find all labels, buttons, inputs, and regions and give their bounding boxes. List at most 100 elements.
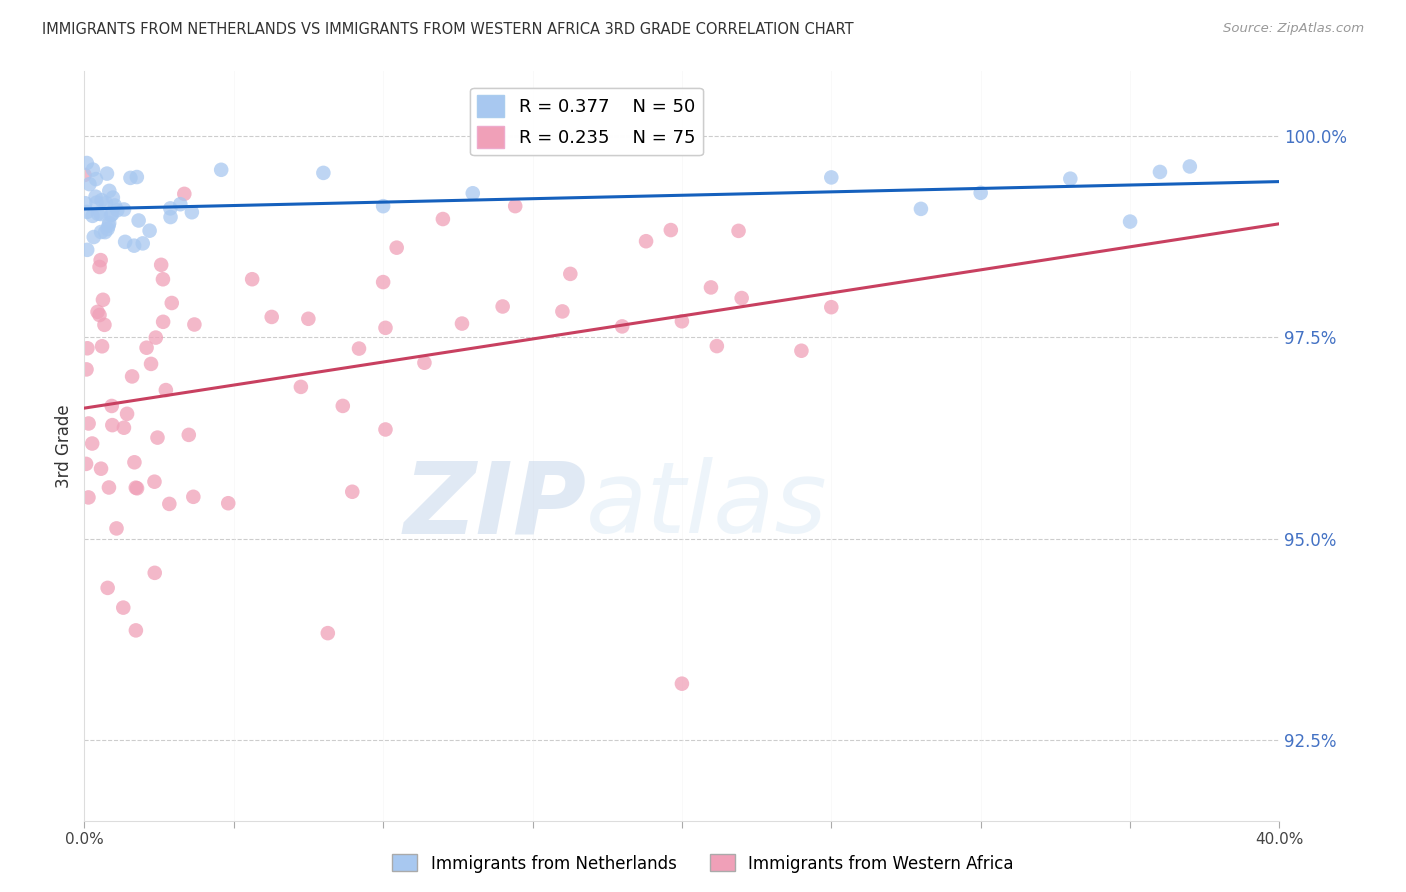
Point [183,318,205,332]
Point [145,330,167,344]
Point [727,224,749,238]
Point [159,202,181,216]
Point [970,186,993,200]
Point [143,475,166,489]
Point [432,212,454,227]
Point [910,202,932,216]
Point [76,243,98,257]
Point [169,197,191,211]
Point [75,196,97,211]
Point [75,457,97,471]
Point [82,436,104,450]
Point [125,481,148,495]
Point [124,455,146,469]
Point [731,291,754,305]
Point [150,258,173,272]
Point [125,624,148,638]
Point [1149,165,1171,179]
Point [180,205,202,219]
Text: IMMIGRANTS FROM NETHERLANDS VS IMMIGRANTS FROM WESTERN AFRICA 3RD GRADE CORRELAT: IMMIGRANTS FROM NETHERLANDS VS IMMIGRANT… [42,22,853,37]
Point [105,521,128,535]
Point [152,315,174,329]
Point [98,184,121,198]
Point [139,357,162,371]
Point [790,343,813,358]
Point [97,219,120,233]
Point [122,238,145,252]
Point [1119,214,1142,228]
Text: Source: ZipAtlas.com: Source: ZipAtlas.com [1223,22,1364,36]
Point [96,167,118,181]
Legend: R = 0.377    N = 50, R = 0.235    N = 75: R = 0.377 N = 50, R = 0.235 N = 75 [470,88,703,155]
Point [94,196,117,211]
Point [374,422,396,436]
Point [1059,171,1081,186]
Point [104,198,127,212]
Point [105,203,128,218]
Point [101,191,124,205]
Text: ZIP: ZIP [404,458,586,555]
Point [316,626,339,640]
Point [77,491,100,505]
Point [90,207,112,221]
Point [90,461,112,475]
Point [82,209,104,223]
Point [612,319,634,334]
Point [173,186,195,201]
Point [146,431,169,445]
Point [160,296,183,310]
Point [209,162,232,177]
Point [90,253,112,268]
Point [157,497,180,511]
Point [413,356,436,370]
Point [451,317,474,331]
Point [84,172,107,186]
Point [217,496,239,510]
Point [101,418,124,433]
Legend: Immigrants from Netherlands, Immigrants from Western Africa: Immigrants from Netherlands, Immigrants … [385,847,1021,880]
Point [86,195,108,210]
Point [76,341,98,355]
Point [177,428,200,442]
Point [89,308,111,322]
Point [551,304,574,318]
Point [101,207,124,221]
Point [125,169,148,184]
Point [83,230,105,244]
Point [115,407,138,421]
Point [97,581,120,595]
Point [84,189,107,203]
Point [152,272,174,286]
Point [73,168,96,182]
Point [706,339,728,353]
Point [820,300,842,314]
Point [143,566,166,580]
Text: atlas: atlas [586,458,828,555]
Point [90,193,112,207]
Point [374,321,396,335]
Point [1178,160,1201,174]
Point [76,362,98,376]
Point [86,305,108,319]
Point [91,339,114,353]
Point [82,162,104,177]
Point [461,186,484,201]
Point [560,267,582,281]
Point [114,235,136,249]
Point [135,341,157,355]
Point [297,311,319,326]
Point [659,223,682,237]
Point [159,210,181,224]
Point [183,490,205,504]
Point [312,166,335,180]
Point [385,241,408,255]
Point [636,234,658,248]
Point [98,216,121,230]
Point [332,399,354,413]
Point [373,275,395,289]
Point [76,156,98,170]
Point [100,208,122,222]
Point [79,177,101,191]
Point [100,399,122,413]
Point [128,213,150,227]
